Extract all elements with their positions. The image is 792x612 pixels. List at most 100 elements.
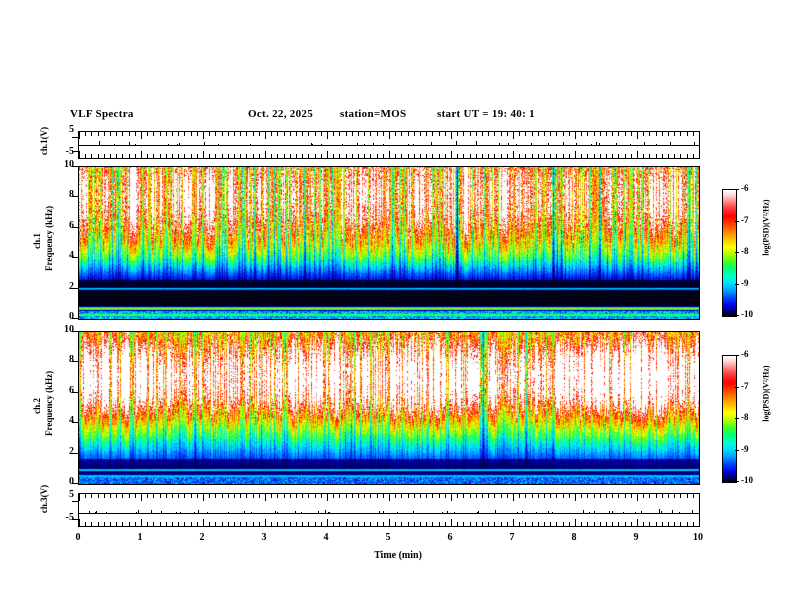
tick-mark bbox=[519, 494, 520, 498]
colorbar-tick-label: -9 bbox=[741, 278, 749, 288]
station-label: station=MOS bbox=[340, 108, 407, 120]
tick-mark bbox=[315, 319, 316, 320]
tick-mark bbox=[612, 484, 613, 485]
tick-mark bbox=[408, 319, 409, 320]
waveform-spike bbox=[672, 510, 673, 514]
tick-mark bbox=[501, 132, 502, 136]
waveform-spike bbox=[609, 511, 610, 514]
waveform-spike bbox=[204, 142, 205, 146]
tick-mark bbox=[408, 494, 409, 498]
waveform-spike bbox=[455, 513, 456, 514]
tick-mark bbox=[153, 132, 154, 136]
tick-mark bbox=[401, 484, 402, 485]
waveform-spike bbox=[168, 144, 169, 146]
waveform-spike bbox=[390, 145, 391, 146]
tick-mark bbox=[98, 484, 99, 485]
ch1-freq-axis-title-b: Frequency (kHz) bbox=[44, 205, 54, 271]
waveform-spike bbox=[674, 513, 675, 514]
tick-mark bbox=[488, 132, 489, 136]
waveform-spike bbox=[138, 512, 139, 514]
waveform-spike bbox=[383, 144, 384, 146]
tick-mark bbox=[166, 154, 167, 158]
tick-mark bbox=[315, 132, 316, 136]
tick-mark bbox=[327, 519, 328, 526]
waveform-spike bbox=[129, 142, 130, 146]
waveform-spike bbox=[277, 512, 278, 514]
waveform-spike bbox=[379, 511, 380, 514]
tick-mark bbox=[302, 132, 303, 136]
tick-mark bbox=[104, 522, 105, 526]
tick-mark bbox=[463, 522, 464, 526]
tick-mark bbox=[284, 319, 285, 320]
colorbar-ch2-label: log(PSD)(V²/Hz) bbox=[761, 365, 771, 422]
waveform-spike bbox=[319, 513, 320, 514]
tick-mark bbox=[581, 494, 582, 498]
y-tick-label: 2 bbox=[69, 446, 74, 457]
tick-mark bbox=[445, 132, 446, 136]
tick-mark bbox=[197, 484, 198, 485]
waveform-spike bbox=[692, 510, 693, 514]
tick-mark bbox=[532, 484, 533, 485]
x-tick-label: 8 bbox=[571, 532, 577, 543]
tick-mark bbox=[538, 319, 539, 320]
waveform-spike bbox=[582, 513, 583, 514]
waveform-spike bbox=[531, 143, 532, 146]
tick-mark bbox=[643, 484, 644, 485]
tick-mark bbox=[277, 494, 278, 498]
tick-mark bbox=[228, 132, 229, 136]
tick-mark bbox=[129, 522, 130, 526]
colorbar-ch1 bbox=[722, 189, 737, 317]
tick-mark bbox=[91, 154, 92, 158]
tick-mark bbox=[600, 319, 601, 320]
tick-mark bbox=[457, 154, 458, 158]
tick-mark bbox=[122, 522, 123, 526]
tick-mark bbox=[191, 154, 192, 158]
waveform-spike bbox=[179, 143, 180, 146]
tick-mark bbox=[209, 132, 210, 136]
tick-mark bbox=[494, 319, 495, 320]
tick-mark bbox=[122, 494, 123, 498]
waveform-spike bbox=[670, 142, 671, 146]
tick-mark bbox=[327, 319, 328, 320]
tick-mark bbox=[625, 319, 626, 320]
tick-mark bbox=[98, 319, 99, 320]
tick-mark bbox=[649, 522, 650, 526]
y-tick-mark bbox=[72, 288, 78, 289]
tick-mark bbox=[327, 494, 328, 501]
tick-mark bbox=[482, 319, 483, 320]
tick-mark bbox=[240, 484, 241, 485]
y-tick-label: 6 bbox=[69, 385, 74, 396]
waveform-spike bbox=[535, 513, 536, 514]
tick-mark bbox=[290, 154, 291, 158]
waveform-spike bbox=[244, 511, 245, 514]
waveform-spike bbox=[636, 513, 637, 514]
y-tick-mark bbox=[72, 151, 78, 152]
colorbar-tick-label: -9 bbox=[741, 444, 749, 454]
tick-mark bbox=[544, 132, 545, 136]
tick-mark bbox=[215, 154, 216, 158]
tick-mark bbox=[265, 151, 266, 158]
waveform-spike bbox=[644, 142, 645, 146]
tick-mark bbox=[401, 494, 402, 498]
waveform-spike bbox=[342, 145, 343, 146]
tick-mark bbox=[290, 494, 291, 498]
tick-mark bbox=[625, 484, 626, 485]
tick-mark bbox=[271, 484, 272, 485]
tick-mark bbox=[662, 319, 663, 320]
tick-mark bbox=[618, 132, 619, 136]
waveform-spike bbox=[576, 513, 577, 514]
tick-mark bbox=[408, 484, 409, 485]
tick-mark bbox=[203, 484, 204, 485]
ch2-spectrogram-panel bbox=[78, 331, 700, 485]
colorbar-tick bbox=[735, 284, 739, 285]
waveform-spike bbox=[272, 513, 273, 514]
tick-mark bbox=[290, 522, 291, 526]
tick-mark bbox=[432, 522, 433, 526]
tick-mark bbox=[451, 151, 452, 158]
tick-mark bbox=[519, 319, 520, 320]
tick-mark bbox=[494, 132, 495, 136]
waveform-spike bbox=[169, 513, 170, 514]
tick-mark bbox=[563, 319, 564, 320]
tick-mark bbox=[432, 319, 433, 320]
tick-mark bbox=[439, 494, 440, 498]
